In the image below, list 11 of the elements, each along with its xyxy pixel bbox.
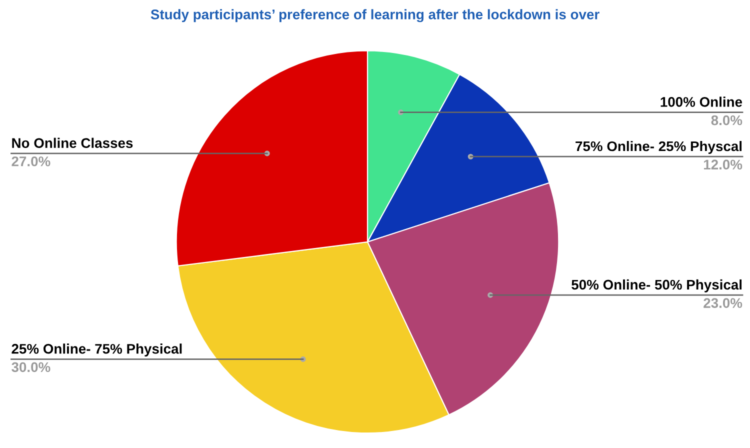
data-label: 27.0% xyxy=(12,156,50,166)
data-label: 12.0% xyxy=(704,160,742,170)
data-label: 30.0% xyxy=(12,362,50,372)
slice-label: 50% Online- 50% Physical xyxy=(572,279,742,292)
slice-label: 75% Online- 25% Physcal xyxy=(576,140,742,154)
slice-label: No Online Classes xyxy=(12,138,133,148)
data-label: 23.0% xyxy=(704,298,742,308)
chart-title: Study participants’ preference of learning after the lockdown is over xyxy=(150,9,600,22)
data-label: 8.0% xyxy=(711,115,742,126)
slice-label: 100% Online xyxy=(660,96,742,107)
slice-label: 25% Online- 75% Physical xyxy=(12,344,182,356)
